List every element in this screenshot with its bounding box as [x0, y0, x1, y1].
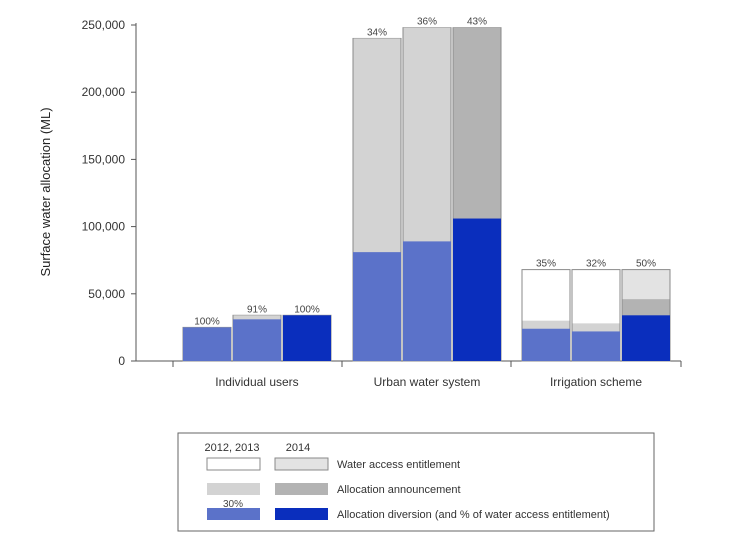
bar-diversion: [572, 331, 620, 361]
legend-swatch-current: [275, 483, 328, 495]
category-label: Individual users: [215, 375, 298, 389]
bar-percent-label: 34%: [367, 27, 387, 38]
y-tick-label: 150,000: [82, 152, 126, 166]
bar-diversion: [522, 328, 570, 361]
legend-header-current: 2014: [286, 442, 310, 454]
y-tick-label: 50,000: [88, 287, 125, 301]
bar-percent-label: 43%: [467, 17, 487, 28]
legend-swatch-prior: [207, 483, 260, 495]
legend: 2012, 2013 2014 Water access entitlement…: [177, 432, 655, 532]
bar-percent-label: 36%: [417, 17, 437, 28]
percent-labels: 100% 91% 100% 34% 36% 43% 35% 32% 50%: [194, 17, 656, 328]
bar-diversion: [353, 252, 401, 361]
bar-percent-label: 35%: [536, 259, 556, 270]
bar-percent-label: 100%: [294, 304, 320, 315]
bar-diversion: [453, 218, 501, 361]
y-tick-label: 100,000: [82, 220, 126, 234]
y-axis-title: Surface water allocation (ML): [38, 107, 53, 276]
legend-sample-percent: 30%: [223, 499, 243, 510]
category-label: Urban water system: [374, 375, 481, 389]
legend-items: Water access entitlement Allocation annou…: [206, 457, 610, 521]
bar-percent-label: 100%: [194, 316, 220, 327]
legend-swatch-prior: [207, 508, 260, 520]
bar-diversion: [233, 319, 281, 361]
legend-item-label: Water access entitlement: [337, 459, 460, 471]
bar-diversion: [403, 241, 451, 361]
y-tick-label: 250,000: [82, 18, 126, 32]
legend-header-prior: 2012, 2013: [204, 442, 259, 454]
bar-percent-label: 91%: [247, 304, 267, 315]
legend-item-label: Allocation announcement: [337, 484, 461, 496]
bar-percent-label: 32%: [586, 259, 606, 270]
legend-swatch-current: [274, 457, 329, 471]
category-label: Irrigation scheme: [550, 375, 642, 389]
bar-percent-label: 50%: [636, 259, 656, 270]
bar-group: [182, 27, 671, 362]
legend-swatch-prior: [206, 457, 261, 471]
y-tick-label: 0: [118, 354, 125, 368]
y-tick-label: 200,000: [82, 85, 126, 99]
x-axis-ticks: Individual users Urban water system Irriga…: [172, 361, 682, 389]
bar-diversion: [622, 315, 670, 361]
y-axis-ticks: 0 50,000 100,000 150,000 200,000 250,000: [82, 18, 136, 368]
legend-item-label: Allocation diversion (and % of water acc…: [337, 509, 610, 521]
legend-swatch-current: [275, 508, 328, 520]
bar-diversion: [283, 315, 331, 361]
bar-diversion: [183, 327, 231, 361]
